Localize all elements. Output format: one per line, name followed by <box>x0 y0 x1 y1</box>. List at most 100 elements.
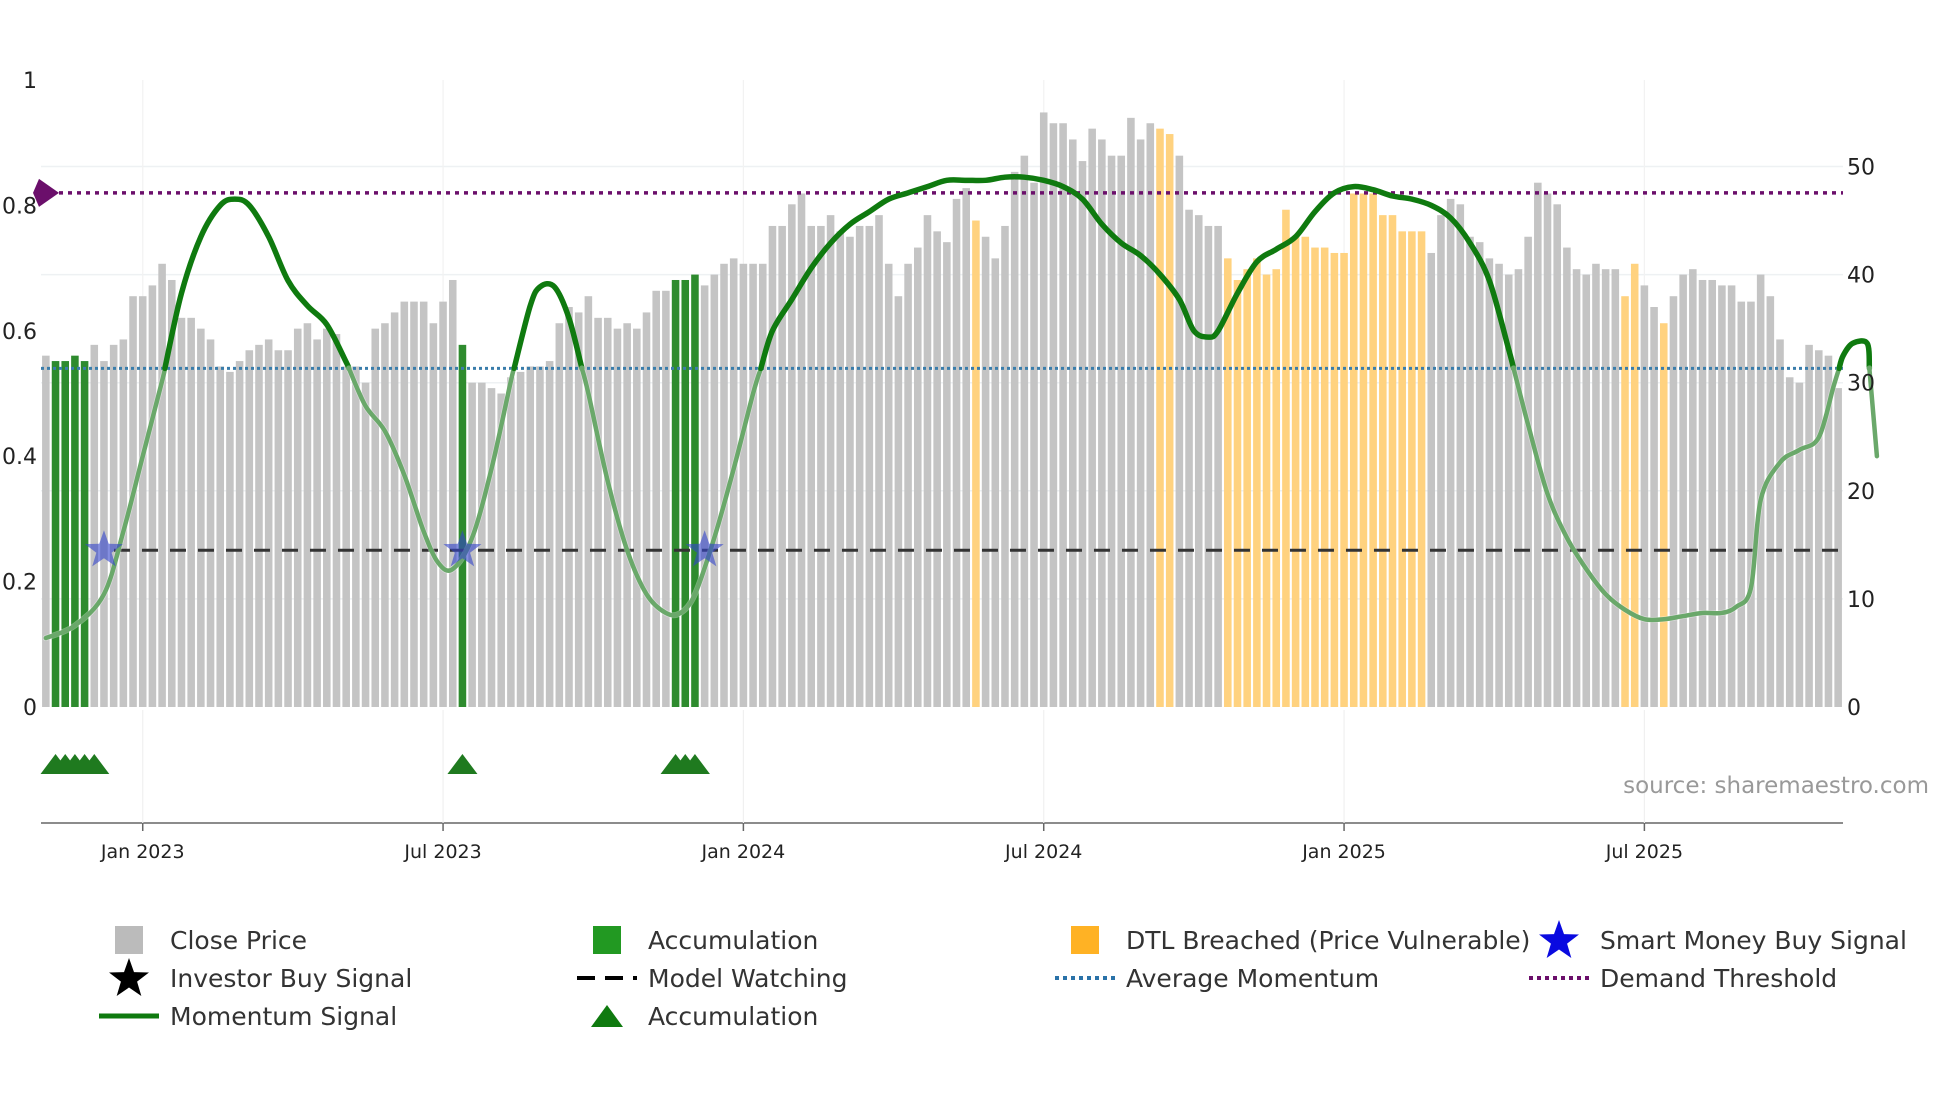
close-price-bar <box>1485 258 1494 707</box>
accumulation-bar <box>458 344 467 707</box>
x-tick-label: Jul 2023 <box>403 841 481 863</box>
close-price-bar <box>264 339 273 707</box>
close-price-bar <box>235 361 244 707</box>
close-price-bar <box>390 312 399 707</box>
close-price-bar <box>90 344 99 707</box>
close-price-bar <box>1795 382 1804 707</box>
close-price-bar <box>758 263 767 707</box>
legend-label: Accumulation <box>648 926 818 955</box>
legend-item: DTL Breached (Price Vulnerable) <box>1071 926 1530 955</box>
close-price-bar <box>884 263 893 707</box>
momentum-line-faded <box>579 366 764 618</box>
close-price-bar <box>226 371 234 707</box>
close-price-bar <box>1427 252 1436 707</box>
close-price-bar <box>1708 279 1716 707</box>
close-price-bar <box>1456 204 1465 707</box>
dtl-breached-bar <box>1630 263 1639 707</box>
close-price-bar <box>1563 247 1571 707</box>
close-price-bar <box>148 285 157 707</box>
close-price-bar <box>1669 296 1678 707</box>
close-price-bar <box>720 263 728 707</box>
close-price-bar <box>448 279 457 707</box>
close-price-bar <box>478 382 486 707</box>
legend-label: Investor Buy Signal <box>170 964 412 993</box>
close-price-bar <box>594 317 602 707</box>
source-label: source: sharemaestro.com <box>1623 773 1929 799</box>
right-tick-label: 20 <box>1847 480 1875 505</box>
close-price-bar <box>497 393 505 707</box>
accumulation-bar <box>61 361 69 707</box>
close-price-bar <box>313 339 321 707</box>
dtl-breached-bar <box>1262 274 1271 707</box>
close-price-bar <box>797 193 806 708</box>
close-price-bar <box>332 334 341 707</box>
smart-money-star <box>84 530 123 567</box>
legend: Close Price Accumulation DTL Breached (Pri… <box>99 920 1907 1031</box>
close-price-bar <box>439 301 447 707</box>
close-price-bar <box>1727 285 1736 707</box>
legend-label: Smart Money Buy Signal <box>1600 926 1907 955</box>
close-price-bar <box>739 263 748 707</box>
close-price-bar <box>807 225 815 708</box>
close-price-bar <box>1127 117 1135 708</box>
close-price-bar <box>109 344 118 707</box>
legend-item: Smart Money Buy Signal <box>1539 920 1907 958</box>
momentum-line-faded <box>43 366 168 641</box>
right-tick-label: 50 <box>1847 155 1875 180</box>
legend-item: Demand Threshold <box>1529 964 1837 993</box>
smart-money-star <box>685 530 724 567</box>
close-price-bar <box>42 355 50 707</box>
dtl-breached-bar <box>1233 279 1242 707</box>
smart-money-signals <box>84 530 724 567</box>
dtl-breached-bar <box>972 220 980 707</box>
close-price-bar <box>603 317 612 707</box>
legend-label: Accumulation <box>648 1002 818 1031</box>
momentum-signal <box>42 174 1880 642</box>
right-tick-label: 0 <box>1847 696 1861 721</box>
gridlines <box>41 80 1843 707</box>
close-price-bar <box>1117 155 1126 707</box>
dtl-breached-bar <box>1253 258 1261 707</box>
close-price-bar <box>187 317 195 707</box>
close-price-bar <box>545 361 554 707</box>
close-price-bar <box>1766 296 1775 707</box>
close-price-bar <box>633 328 641 707</box>
legend-label: Average Momentum <box>1126 964 1379 993</box>
dtl-breached-bar <box>1398 231 1406 707</box>
close-price-bar <box>1718 285 1726 707</box>
close-price-bar <box>1776 339 1784 707</box>
left-tick-label: 0 <box>23 696 37 721</box>
legend-label: DTL Breached (Price Vulnerable) <box>1126 926 1530 955</box>
close-price-bar <box>642 312 651 707</box>
black-star-icon <box>109 958 149 996</box>
close-price-bar <box>1582 274 1591 707</box>
dtl-breached-bar <box>1224 258 1232 707</box>
smart-money-star <box>443 530 482 567</box>
close-price-bar <box>255 344 263 707</box>
close-price-bar <box>981 236 990 707</box>
dtl-breached-bar <box>1408 231 1416 707</box>
close-price-bar <box>1204 225 1213 708</box>
legend-item: Average Momentum <box>1055 964 1379 993</box>
dtl-breached-bar <box>1379 215 1387 707</box>
accumulation-bar <box>691 274 699 707</box>
dtl-breached-bar <box>1301 236 1310 707</box>
close-price-bar <box>1805 344 1813 707</box>
legend-item: Close Price <box>115 926 307 955</box>
close-price-bar <box>206 339 215 707</box>
close-price-bar <box>429 323 438 707</box>
close-price-bar <box>710 274 719 707</box>
close-price-bar <box>1030 182 1038 708</box>
momentum-line-strong <box>1836 338 1873 372</box>
x-tick-label: Jan 2023 <box>100 841 185 863</box>
momentum-line-faded <box>1511 366 1842 623</box>
close-price-bar <box>1785 377 1794 707</box>
close-price-bar <box>875 215 883 707</box>
close-price-bar <box>991 258 1000 707</box>
close-price-bar <box>1107 155 1116 707</box>
dtl-breached-bar <box>1621 296 1629 707</box>
close-price-bar <box>1039 112 1048 708</box>
legend-item: Accumulation <box>591 1002 818 1031</box>
close-price-bar <box>778 225 786 708</box>
